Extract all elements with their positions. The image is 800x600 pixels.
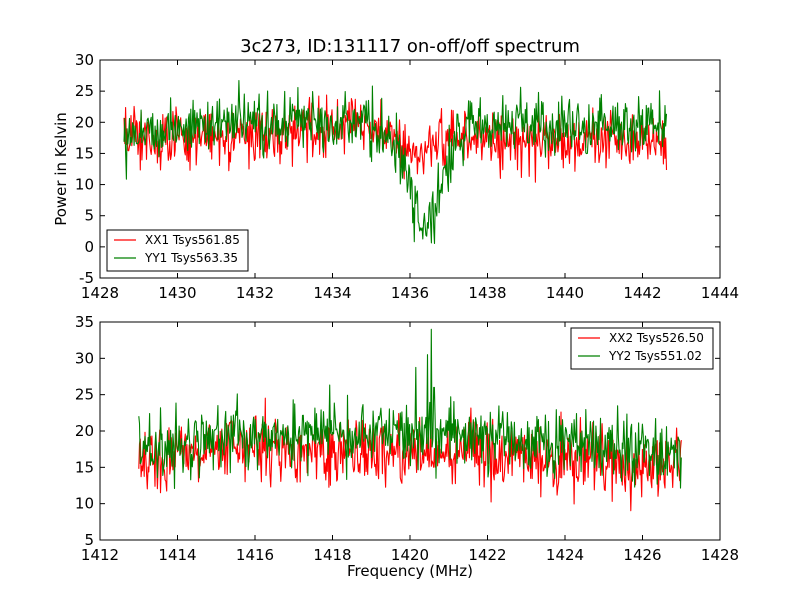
- bottom-ytick-label: 15: [75, 458, 94, 476]
- top-xtick-label: 1430: [158, 284, 196, 302]
- top-xtick-label: 1436: [391, 284, 429, 302]
- bottom-legend-box: [570, 327, 714, 370]
- bottom-xtick-label: 1420: [391, 546, 429, 564]
- bottom-ytick-label: 20: [75, 422, 94, 440]
- top-ytick-label: 20: [75, 113, 94, 131]
- bottom-xtick-label: 1424: [546, 546, 584, 564]
- bottom-xtick-label: 1428: [701, 546, 739, 564]
- top-ytick-label: 30: [75, 51, 94, 69]
- bottom-ytick-label: 30: [75, 349, 94, 367]
- bottom-legend: XX2 Tsys526.50 YY2 Tsys551.02: [570, 327, 714, 370]
- top-series-group: [123, 80, 668, 245]
- top-title: 3c273, ID:131117 on-off/off spectrum: [240, 36, 580, 57]
- top-legend-label-xx1: XX1 Tsys561.85: [145, 233, 240, 247]
- bottom-ytick-label: 5: [84, 531, 94, 549]
- top-xtick-label: 1442: [623, 284, 661, 302]
- top-ticks-group: 1428 1430 1432 1434 1436 1438 1440 1442 1444 -5 0 5…: [75, 51, 739, 302]
- top-legend-label-yy1: YY1 Tsys563.35: [144, 251, 238, 265]
- top-legend-box: [106, 229, 249, 272]
- top-xtick-label: 1428: [81, 284, 119, 302]
- top-xtick-label: 1438: [468, 284, 506, 302]
- bottom-xtick-label: 1412: [81, 546, 119, 564]
- bottom-xtick-label: 1416: [236, 546, 274, 564]
- top-ytick-label: 0: [84, 238, 94, 256]
- bottom-xtick-label: 1414: [158, 546, 196, 564]
- top-ytick-label: -5: [79, 269, 94, 287]
- top-ytick-label: 10: [75, 176, 94, 194]
- bottom-legend-label-yy2: YY2 Tsys551.02: [608, 349, 702, 363]
- bottom-series-group: [138, 328, 682, 512]
- bottom-panel: 1412 1414 1416 1418 1420 1422 1424 1426 1428 5 10 1…: [75, 313, 739, 580]
- top-xtick-label: 1432: [236, 284, 274, 302]
- top-legend: XX1 Tsys561.85 YY1 Tsys563.35: [106, 229, 249, 272]
- top-xtick-label: 1444: [701, 284, 739, 302]
- bottom-xlabel: Frequency (MHz): [347, 562, 473, 580]
- bottom-ytick-label: 10: [75, 495, 94, 513]
- top-panel: 3c273, ID:131117 on-off/off spectrum 142…: [52, 36, 739, 302]
- bottom-ticks-group: 1412 1414 1416 1418 1420 1422 1424 1426 1428 5 10 1…: [75, 313, 739, 564]
- bottom-series-yy2: [138, 328, 682, 490]
- bottom-ytick-label: 35: [75, 313, 94, 331]
- top-ytick-label: 5: [84, 207, 94, 225]
- bottom-ytick-label: 25: [75, 386, 94, 404]
- bottom-legend-label-xx2: XX2 Tsys526.50: [609, 331, 704, 345]
- bottom-xtick-label: 1426: [623, 546, 661, 564]
- bottom-xtick-label: 1422: [468, 546, 506, 564]
- top-ylabel: Power in Kelvin: [52, 112, 70, 226]
- top-xtick-label: 1440: [546, 284, 584, 302]
- top-series-yy1: [123, 80, 668, 245]
- top-xtick-label: 1434: [313, 284, 351, 302]
- top-ytick-label: 25: [75, 82, 94, 100]
- top-ytick-label: 15: [75, 144, 94, 162]
- bottom-xtick-label: 1418: [313, 546, 351, 564]
